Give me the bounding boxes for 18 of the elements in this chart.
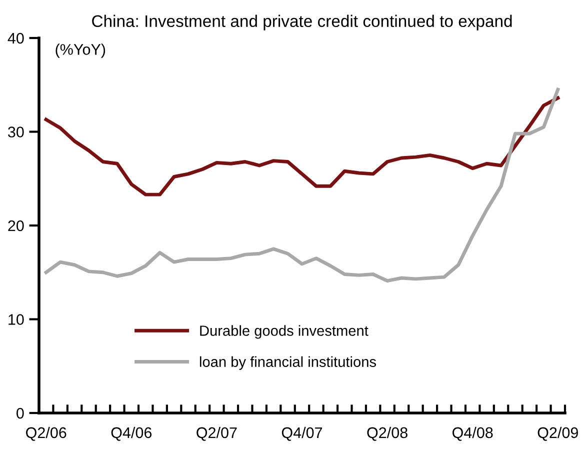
y-tick-label: 10 bbox=[8, 314, 24, 325]
x-tick-label: Q2/06 bbox=[26, 426, 66, 441]
y-axis-title: (%YoY) bbox=[56, 44, 106, 58]
legend-label: Durable goods investment bbox=[200, 325, 368, 339]
x-tick-label: Q2/08 bbox=[367, 426, 408, 441]
y-tick-label: 30 bbox=[8, 126, 24, 138]
line-series bbox=[44, 88, 560, 283]
x-tick-label: Q4/07 bbox=[282, 426, 322, 441]
line-series bbox=[44, 96, 560, 196]
y-tick-label: 0 bbox=[16, 408, 24, 419]
legend-label: loan by financial institutions bbox=[200, 356, 376, 370]
y-tick-label: 20 bbox=[8, 220, 24, 232]
x-tick-label: Q4/08 bbox=[452, 426, 493, 441]
chart-title: China: Investment and private credit continued to expand bbox=[92, 14, 512, 30]
x-tick-label: Q2/07 bbox=[196, 426, 237, 441]
x-tick-label: Q2/09 bbox=[538, 426, 578, 441]
x-tick-label: Q4/06 bbox=[111, 426, 152, 441]
y-tick-label: 40 bbox=[8, 32, 24, 44]
